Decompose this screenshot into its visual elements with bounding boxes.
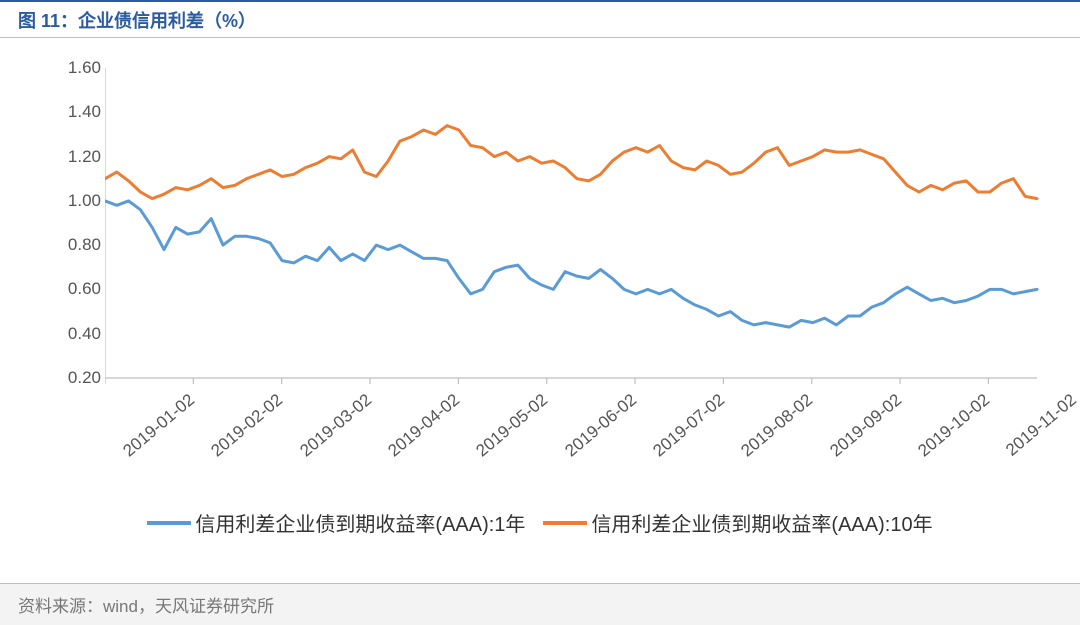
legend-label-2: 信用利差企业债到期收益率(AAA):10年 (591, 508, 932, 537)
x-tick-label: 2019-01-02 (119, 390, 198, 461)
y-tick-label: 0.80 (49, 235, 101, 255)
y-tick-label: 1.00 (49, 191, 101, 211)
legend-item-series-2: 信用利差企业债到期收益率(AAA):10年 (543, 508, 932, 537)
chart-area: 0.20 0.40 0.60 0.80 1.00 1.20 1.40 1.60 2019-01… (25, 48, 1055, 548)
x-tick-label: 2019-11-02 (1002, 390, 1080, 460)
source-text: 资料来源：wind，天风证券研究所 (18, 592, 274, 617)
x-tick-label: 2019-03-02 (296, 390, 375, 461)
x-tick-label: 2019-10-02 (914, 390, 993, 461)
y-tick-label: 0.20 (49, 368, 101, 388)
x-tick-label: 2019-09-02 (826, 390, 905, 461)
x-tick-label: 2019-06-02 (561, 390, 640, 461)
chart-title: 图 11：企业债信用利差（%） (18, 7, 256, 33)
plot-svg (105, 58, 1045, 388)
source-bar: 资料来源：wind，天风证券研究所 (0, 583, 1080, 625)
legend-swatch-1 (147, 521, 191, 525)
y-tick-label: 1.60 (49, 58, 101, 78)
x-tick-label: 2019-02-02 (208, 390, 287, 461)
legend-label-1: 信用利差企业债到期收益率(AAA):1年 (195, 508, 525, 537)
x-tick-label: 2019-07-02 (649, 390, 728, 461)
x-tick-label: 2019-08-02 (738, 390, 817, 461)
y-tick-label: 0.40 (49, 324, 101, 344)
legend: 信用利差企业债到期收益率(AAA):1年 信用利差企业债到期收益率(AAA):1… (25, 508, 1055, 537)
legend-swatch-2 (543, 521, 587, 525)
title-bar: 图 11：企业债信用利差（%） (0, 0, 1080, 38)
x-tick-label: 2019-05-02 (473, 390, 552, 461)
x-tick-label: 2019-04-02 (384, 390, 463, 461)
figure-container: 图 11：企业债信用利差（%） 0.20 0.40 0.60 0.80 1.00 1.20… (0, 0, 1080, 625)
y-tick-label: 0.60 (49, 279, 101, 299)
y-tick-label: 1.20 (49, 147, 101, 167)
legend-item-series-1: 信用利差企业债到期收益率(AAA):1年 (147, 508, 525, 537)
y-tick-label: 1.40 (49, 102, 101, 122)
plot-area (105, 58, 1045, 388)
